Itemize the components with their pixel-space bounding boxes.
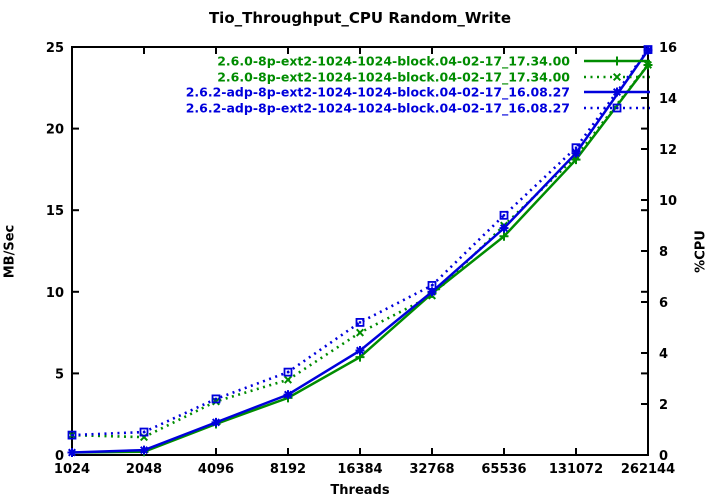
x-tick-label: 65536 [481, 462, 526, 477]
square-marker-dot [502, 214, 506, 217]
square-marker-dot [646, 48, 650, 51]
square-marker [499, 210, 509, 220]
y-right-tick-label: 16 [659, 41, 677, 56]
asterisk-marker [211, 417, 221, 427]
asterisk-marker [139, 445, 149, 455]
x-tick-label: 1024 [54, 462, 90, 477]
asterisk-marker [612, 87, 622, 97]
plus-marker [499, 231, 509, 241]
x-tick-label: 2048 [126, 462, 162, 477]
square-marker-dot [430, 284, 434, 287]
cross-marker [612, 72, 622, 82]
x-tick-label: 16384 [337, 462, 382, 477]
series-line [71, 64, 650, 439]
y-left-tick-label: 0 [55, 449, 64, 464]
x-tick-label: 131072 [549, 462, 603, 477]
series-2-green-dotted [67, 60, 653, 442]
square-marker-dot [70, 433, 74, 437]
asterisk-marker [427, 287, 437, 297]
legend-label: 2.6.2-adp-8p-ext2-1024-1024-block.04-02-… [186, 101, 570, 117]
square-marker [283, 367, 293, 377]
cross-marker [283, 375, 293, 384]
square-marker-dot [286, 370, 290, 374]
square-marker [67, 430, 77, 440]
chart-title: Tio_Throughput_CPU Random_Write [208, 9, 512, 27]
y-left-tick-label: 10 [46, 286, 64, 301]
square-marker [355, 317, 365, 327]
cross-marker [355, 328, 365, 337]
legend-label: 2.6.0-8p-ext2-1024-1024-block.04-02-17_1… [217, 54, 570, 70]
axis-ticks [71, 46, 649, 456]
x-tick-label: 262144 [621, 462, 675, 477]
square-marker [612, 103, 622, 113]
asterisk-marker [499, 223, 509, 233]
plus-marker [612, 56, 622, 66]
asterisk-marker [67, 448, 77, 458]
x-tick-label: 4096 [198, 462, 234, 477]
square-marker-dot [574, 146, 578, 149]
y-right-tick-label: 14 [659, 92, 677, 107]
series-4-blue-dotted [67, 45, 653, 440]
y-right-tick-label: 2 [659, 398, 668, 413]
series-line [71, 64, 649, 454]
square-marker-dot [358, 321, 362, 324]
square-marker-dot [142, 430, 146, 434]
x-axis-label: Threads [330, 483, 390, 498]
square-marker [139, 427, 149, 437]
asterisk-marker [571, 148, 581, 158]
legend: 2.6.0-8p-ext2-1024-1024-block.04-02-17_1… [186, 54, 650, 117]
y-right-tick-label: 6 [659, 296, 668, 311]
square-marker [427, 281, 437, 290]
y-left-tick-label: 25 [46, 41, 64, 56]
legend-label: 2.6.2-adp-8p-ext2-1024-1024-block.04-02-… [186, 85, 570, 101]
square-marker-dot [214, 397, 218, 401]
y-right-tick-label: 0 [659, 449, 668, 464]
y-left-tick-label: 15 [46, 204, 64, 219]
y-axis-label-left: MB/Sec [2, 224, 18, 279]
asterisk-marker [355, 346, 365, 356]
x-tick-label: 32768 [409, 462, 454, 477]
square-marker [643, 45, 653, 54]
x-tick-label: 8192 [270, 462, 306, 477]
y-left-tick-label: 20 [46, 123, 64, 138]
y-right-tick-label: 10 [659, 194, 677, 209]
square-marker-dot [615, 106, 619, 110]
legend-label: 2.6.0-8p-ext2-1024-1024-block.04-02-17_1… [217, 70, 570, 86]
square-marker [211, 394, 221, 404]
y-left-tick-label: 5 [55, 367, 64, 382]
asterisk-marker [283, 390, 293, 400]
series-line [71, 48, 650, 437]
y-right-tick-label: 12 [659, 143, 677, 158]
series-3-blue-solid [67, 45, 653, 458]
y-right-tick-label: 8 [659, 245, 668, 260]
y-axis-label-right: %CPU [693, 230, 709, 273]
series-1-green-solid [67, 60, 653, 458]
cross-marker [211, 397, 221, 406]
square-marker [571, 143, 581, 153]
axis-tick-labels: 1024 2048 4096 8192 16384 32768 65536 131072 262… [46, 41, 677, 477]
y-right-tick-label: 4 [659, 347, 668, 362]
cross-marker [643, 60, 653, 69]
